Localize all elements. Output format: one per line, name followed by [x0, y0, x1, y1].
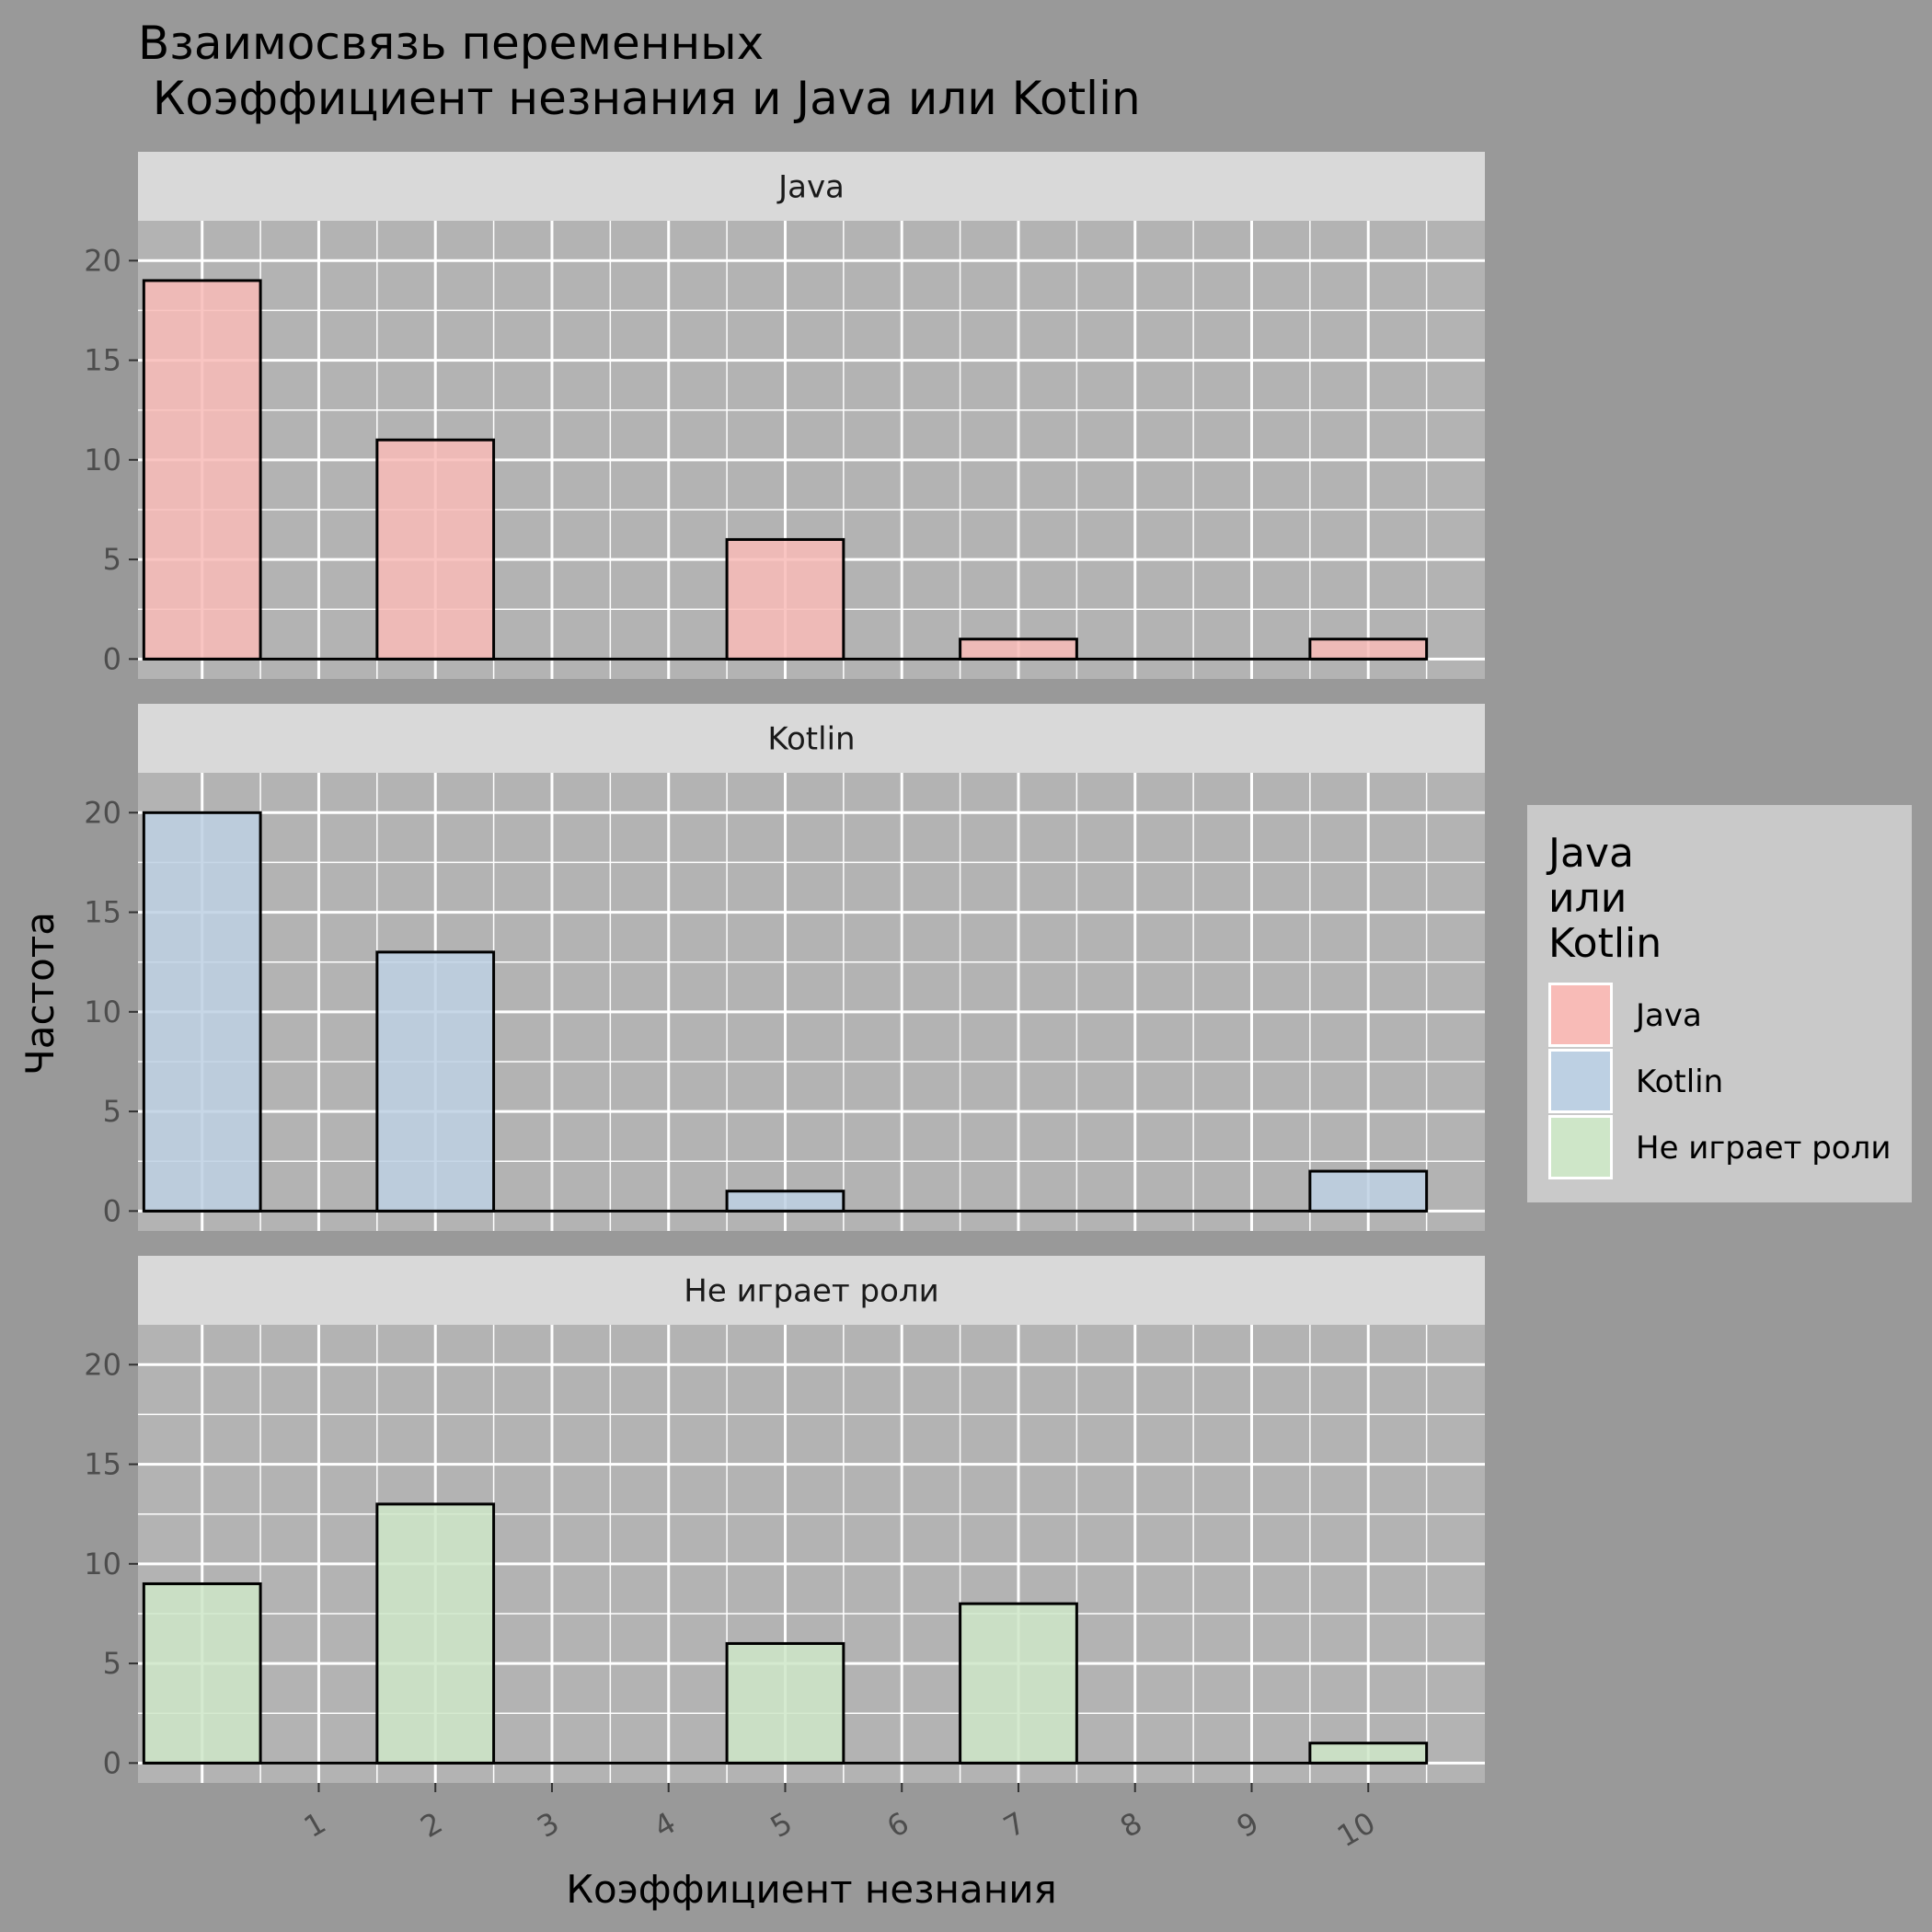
facet-strip [138, 1256, 1485, 1325]
legend-key [1551, 1118, 1610, 1177]
legend-label: Kotlin [1636, 1064, 1723, 1100]
bar [1308, 638, 1429, 661]
bar [142, 811, 262, 1213]
chart-title-line-2: Коэффициент незнания и Java или Kotlin [138, 72, 1141, 125]
y-tick-label: 15 [84, 343, 121, 378]
bar [142, 1581, 262, 1765]
legend-title-line-1: Java [1546, 830, 1634, 877]
bar [725, 1190, 845, 1213]
facet-1: Kotlin 0 5 10 15 20 [84, 704, 1485, 1231]
legend-title-line-2: или [1548, 875, 1627, 922]
legend-label: Java [1634, 997, 1702, 1034]
y-tick-label: 5 [103, 542, 121, 577]
y-tick-label: 5 [103, 1646, 121, 1681]
x-axis-title: Коэффициент незнания [566, 1867, 1057, 1912]
facet-strip-label: Не играет роли [684, 1273, 938, 1310]
facet-0: Java 0 5 10 15 20 [84, 152, 1485, 679]
y-axis-title: Частота [17, 912, 63, 1075]
y-tick-label: 20 [84, 1347, 121, 1382]
y-tick-label: 15 [84, 895, 121, 930]
legend-title-line-3: Kotlin [1548, 920, 1662, 967]
bar [375, 438, 496, 661]
y-tick-label: 20 [84, 243, 121, 278]
y-tick-label: 0 [103, 641, 121, 676]
y-tick-label: 15 [84, 1447, 121, 1482]
y-tick-label: 10 [84, 443, 121, 477]
y-tick-label: 10 [84, 995, 121, 1029]
facet-strip-label: Kotlin [767, 721, 855, 758]
legend-key [1551, 1052, 1610, 1110]
facet-strip [138, 704, 1485, 773]
legend: Java или Kotlin Java Kotlin Не играет роли [1527, 805, 1912, 1202]
bar [375, 950, 496, 1213]
facet-panel [138, 773, 1485, 1231]
bar [725, 1641, 845, 1765]
bar [959, 1602, 1078, 1765]
y-tick-label: 20 [84, 795, 121, 830]
bar [142, 279, 262, 661]
bar [959, 638, 1078, 661]
bar [1308, 1169, 1429, 1213]
legend-items: Java Kotlin Не играет роли [1548, 983, 1891, 1179]
y-tick-label: 5 [103, 1094, 121, 1129]
y-tick-label: 10 [84, 1547, 121, 1581]
bar [375, 1502, 496, 1765]
y-tick-label: 0 [103, 1745, 121, 1780]
legend-label: Не играет роли [1636, 1130, 1891, 1167]
legend-key [1551, 985, 1610, 1044]
facet-strip-label: Java [776, 169, 845, 206]
bar [1308, 1742, 1429, 1765]
bar [725, 537, 845, 661]
y-tick-label: 0 [103, 1193, 121, 1228]
facet-2: Не играет роли 0 5 10 15 20 [84, 1256, 1485, 1783]
chart-title-line-1: Взаимосвязь переменных [138, 17, 764, 70]
facet-strip [138, 152, 1485, 221]
